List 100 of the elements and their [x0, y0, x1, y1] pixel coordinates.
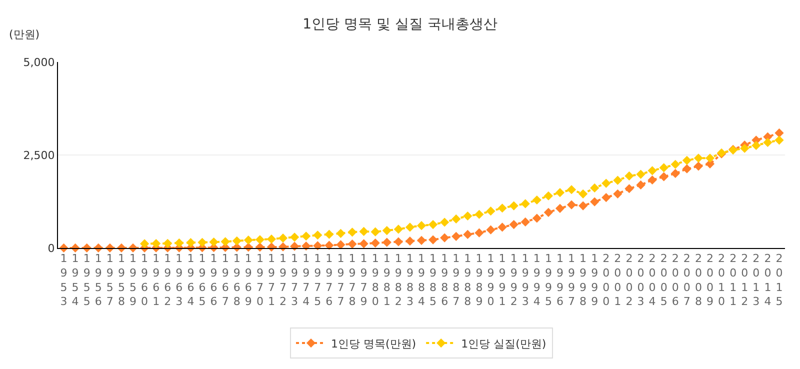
point [232, 236, 242, 246]
point [174, 238, 184, 248]
x-tick-label: 1976 [326, 252, 333, 308]
point [394, 224, 403, 234]
x-tick-label: 1955 [83, 252, 90, 308]
point [682, 156, 692, 165]
x-tick-label: 2002 [626, 252, 633, 308]
x-tick-label: 1971 [268, 252, 275, 308]
x-tick-label: 1959 [130, 252, 137, 308]
x-tick-label: 1998 [580, 252, 587, 308]
point [659, 163, 668, 172]
point [740, 144, 750, 153]
point [705, 154, 715, 163]
x-tick-label: 2007 [683, 252, 690, 308]
point [532, 195, 542, 205]
x-tick-label: 1981 [383, 252, 390, 308]
x-tick-label: 1980 [372, 252, 379, 308]
point [555, 188, 565, 198]
x-tick-label: 1979 [360, 252, 368, 308]
x-tick-label: 2015 [776, 252, 783, 308]
x-tick-label: 1997 [568, 252, 576, 308]
x-tick-label: 1996 [556, 252, 564, 308]
point [416, 221, 426, 230]
x-tick-label: 1987 [452, 252, 460, 308]
point [486, 206, 496, 216]
point [209, 238, 218, 247]
x-tick-label: 1957 [106, 252, 114, 308]
point [636, 170, 646, 179]
point [440, 218, 450, 227]
x-tick-label: 1968 [233, 252, 240, 308]
point [244, 236, 253, 245]
point [428, 220, 438, 230]
point [670, 160, 680, 169]
x-tick-label: 1972 [280, 252, 287, 308]
x-tick-label: 1964 [187, 252, 194, 308]
x-tick-label: 1992 [510, 252, 518, 308]
x-tick-label: 1962 [164, 252, 172, 308]
point [140, 239, 150, 248]
point [624, 171, 634, 181]
x-tick-label: 1995 [544, 252, 552, 308]
x-tick-label: 1954 [72, 252, 79, 308]
point [520, 199, 530, 208]
point [324, 230, 334, 239]
x-tick-label: 2012 [741, 252, 748, 308]
point [763, 138, 772, 148]
point [566, 185, 576, 194]
y-axis-title: (만원) [9, 28, 40, 41]
x-tick-label: 1974 [302, 252, 310, 308]
x-tick-label: 2005 [660, 252, 668, 308]
x-tick-label: 1991 [498, 252, 506, 308]
x-tick-label: 1958 [118, 252, 125, 308]
x-tick-label: 1960 [141, 252, 148, 308]
x-tick-label: 1961 [152, 252, 160, 308]
point [405, 222, 415, 232]
x-tick-label: 1977 [337, 252, 344, 308]
x-tick-label: 1990 [487, 252, 494, 308]
y-tick-label: 5,000 [23, 56, 55, 69]
x-tick-label: 2008 [694, 252, 702, 308]
point [313, 230, 322, 240]
x-tick-label: 2006 [672, 252, 679, 308]
x-tick-label: 2003 [637, 252, 644, 308]
point [266, 234, 276, 244]
point [774, 136, 784, 145]
point [163, 238, 172, 248]
point [382, 226, 392, 236]
x-tick-label: 2011 [730, 252, 737, 308]
x-tick-label: 2014 [764, 252, 772, 308]
y-tick-label: 0 [48, 242, 55, 255]
point [348, 228, 357, 237]
point [302, 232, 311, 241]
point [278, 234, 288, 243]
point [498, 204, 507, 213]
x-tick-label: 1986 [441, 252, 448, 308]
point [509, 201, 518, 210]
x-tick-label: 1966 [210, 252, 218, 308]
x-tick-label: 2013 [752, 252, 760, 308]
x-tick-label: 2009 [706, 252, 714, 308]
x-tick-label: 1975 [314, 252, 322, 308]
point [152, 238, 161, 248]
x-tick-label: 1985 [430, 252, 437, 308]
point [648, 166, 657, 176]
x-tick-label: 1993 [522, 252, 529, 308]
x-tick-label: 1984 [418, 252, 425, 308]
x-tick-label: 1988 [464, 252, 472, 308]
point [220, 237, 230, 246]
point [474, 210, 484, 219]
x-tick-label: 2010 [718, 252, 726, 308]
x-tick-label: 1970 [256, 252, 264, 308]
x-tick-label: 2000 [602, 252, 610, 308]
point [198, 238, 207, 247]
point [336, 228, 346, 238]
x-tick-label: 1967 [222, 252, 229, 308]
point [452, 214, 461, 224]
x-tick-label: 1953 [60, 252, 68, 308]
point [290, 232, 300, 242]
y-tick-label: 2,500 [23, 148, 55, 162]
point [578, 189, 588, 198]
x-tick-label: 1978 [348, 252, 356, 308]
point [370, 227, 380, 236]
point [602, 178, 611, 188]
